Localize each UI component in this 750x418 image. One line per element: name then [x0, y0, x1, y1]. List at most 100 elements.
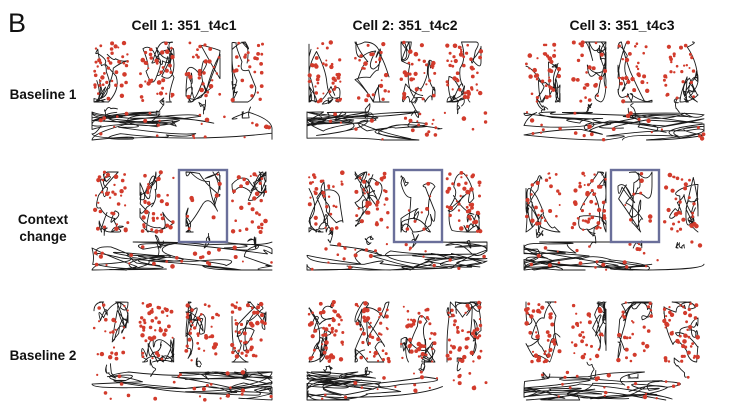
trajectory-neck-3: [195, 357, 202, 368]
trajectory-neck-1: [535, 228, 544, 239]
column-title-cell-3: Cell 3: 351_t4c3: [569, 17, 675, 33]
trajectory-neck-2: [149, 359, 157, 377]
trajectory-neck-1: [105, 363, 117, 379]
trajectory-arm-2: [141, 336, 175, 363]
panel-letter: B: [8, 8, 27, 38]
trajectory-arm-2: [354, 301, 390, 363]
spikes-arm-3: [405, 181, 432, 231]
trajectory-arm-3: [400, 175, 436, 233]
trajectory-neck-2: [364, 366, 373, 377]
context-change-highlight-box: [609, 168, 661, 244]
spikes-arm-2: [354, 42, 390, 103]
spikes-arm-3: [399, 40, 437, 101]
spikes-arm-1: [307, 300, 345, 363]
trajectory-arm-4: [231, 301, 267, 363]
maze-plot-cell-3-baseline-1: [523, 40, 706, 142]
maze-plot-cell-3-baseline-2: [523, 301, 700, 401]
trajectory-arm-1: [93, 48, 129, 103]
trajectory-arm-4: [669, 177, 699, 233]
trajectory-neck-2: [586, 361, 597, 379]
spikes-arm-4: [662, 43, 696, 100]
trajectory-neck-4: [241, 106, 252, 119]
spikes-corridor: [540, 370, 690, 400]
trajectory-arm-1: [308, 301, 334, 363]
trajectory-arm-4: [231, 41, 257, 103]
trajectory-neck-4: [673, 97, 681, 113]
spikes-arm-2: [571, 40, 608, 103]
spikes-corridor: [310, 242, 486, 271]
trajectory-neck-3: [198, 99, 207, 115]
trajectory-arm-3: [185, 44, 221, 103]
trajectory-arm-1: [93, 301, 129, 343]
trajectory-corridor: [306, 241, 488, 271]
trajectory-corridor: [523, 371, 681, 401]
spikes-arm-3: [400, 305, 437, 363]
trajectory-arm-1: [96, 171, 124, 233]
spikes-arm-3: [185, 173, 222, 230]
maze-plot-cell-3-context-change: [523, 168, 705, 271]
trajectory-arm-4: [663, 301, 699, 363]
spikes-arm-2: [140, 170, 175, 234]
spikes-arm-3: [184, 41, 222, 99]
spikes-corridor: [321, 370, 488, 400]
spikes-arm-2: [138, 41, 175, 102]
spikes-arm-4: [230, 301, 267, 359]
trajectory-arm-2: [584, 41, 607, 103]
spikes-arm-2: [354, 171, 390, 229]
spikes-corridor: [93, 245, 273, 269]
trajectory-arm-3: [185, 171, 221, 233]
maze-plot-cell-2-context-change: [306, 168, 488, 271]
trajectory-neck-2: [587, 227, 597, 247]
spikes-arm-1: [92, 303, 129, 361]
trajectory-arm-3: [617, 41, 653, 103]
spikes-corridor: [525, 111, 706, 142]
trajectory-neck-1: [541, 371, 551, 379]
trajectory-arm-3: [617, 301, 653, 360]
trajectory-neck-1: [321, 97, 334, 105]
trajectory-neck-3: [411, 232, 419, 248]
spikes-arm-4: [663, 172, 699, 233]
spikes-corridor: [529, 240, 703, 271]
spikes-arm-1: [524, 301, 562, 364]
spikes-arm-4: [662, 302, 700, 363]
trajectory-arm-3: [185, 301, 206, 359]
trajectory-arm-1: [308, 181, 344, 233]
trajectory-neck-4: [675, 241, 685, 249]
trajectory-corridor: [523, 241, 705, 271]
trajectory-corridor: [306, 371, 443, 401]
maze-plot-cell-1-baseline-1: [91, 40, 273, 141]
spikes-arm-4: [445, 171, 483, 234]
column-title-cell-1: Cell 1: 351_t4c1: [131, 17, 237, 33]
trajectory-arm-1: [525, 175, 561, 233]
spikes-corridor: [328, 111, 488, 141]
trajectory-neck-1: [536, 97, 549, 112]
context-change-highlight-box: [392, 168, 444, 244]
maze-plot-cell-2-baseline-2: [306, 300, 488, 401]
spikes-arm-3: [184, 303, 220, 362]
trajectory-neck-3: [627, 374, 639, 379]
trajectory-neck-3: [410, 97, 420, 118]
trajectory-arm-2: [354, 41, 390, 103]
spikes-arm-4: [230, 41, 264, 103]
spikes-arm-2: [138, 302, 174, 361]
column-title-cell-2: Cell 2: 351_t4c2: [352, 17, 458, 33]
trajectory-arm-3: [400, 315, 436, 363]
trajectory-corridor: [91, 371, 273, 401]
maze-plot-cell-1-baseline-2: [91, 301, 273, 402]
spikes-arm-2: [354, 301, 391, 364]
spikes-arm-2: [570, 171, 607, 231]
spikes-arm-4: [445, 300, 483, 363]
trajectory-neck-2: [586, 103, 593, 113]
trajectory-corridor: [91, 241, 273, 271]
context-change-highlight-box: [177, 168, 229, 244]
maze-plot-cell-1-context-change: [91, 168, 273, 271]
spikes-arm-1: [525, 42, 562, 103]
spikes-arm-2: [570, 303, 604, 361]
spikes-arm-4: [445, 43, 484, 100]
trajectory-arm-4: [446, 301, 482, 363]
trajectory-corridor: [306, 111, 443, 141]
trajectory-neck-3: [203, 233, 211, 249]
trajectory-arm-4: [446, 41, 482, 103]
trajectory-corridor: [523, 111, 705, 141]
row-label-baseline-1: Baseline 1: [9, 87, 77, 102]
